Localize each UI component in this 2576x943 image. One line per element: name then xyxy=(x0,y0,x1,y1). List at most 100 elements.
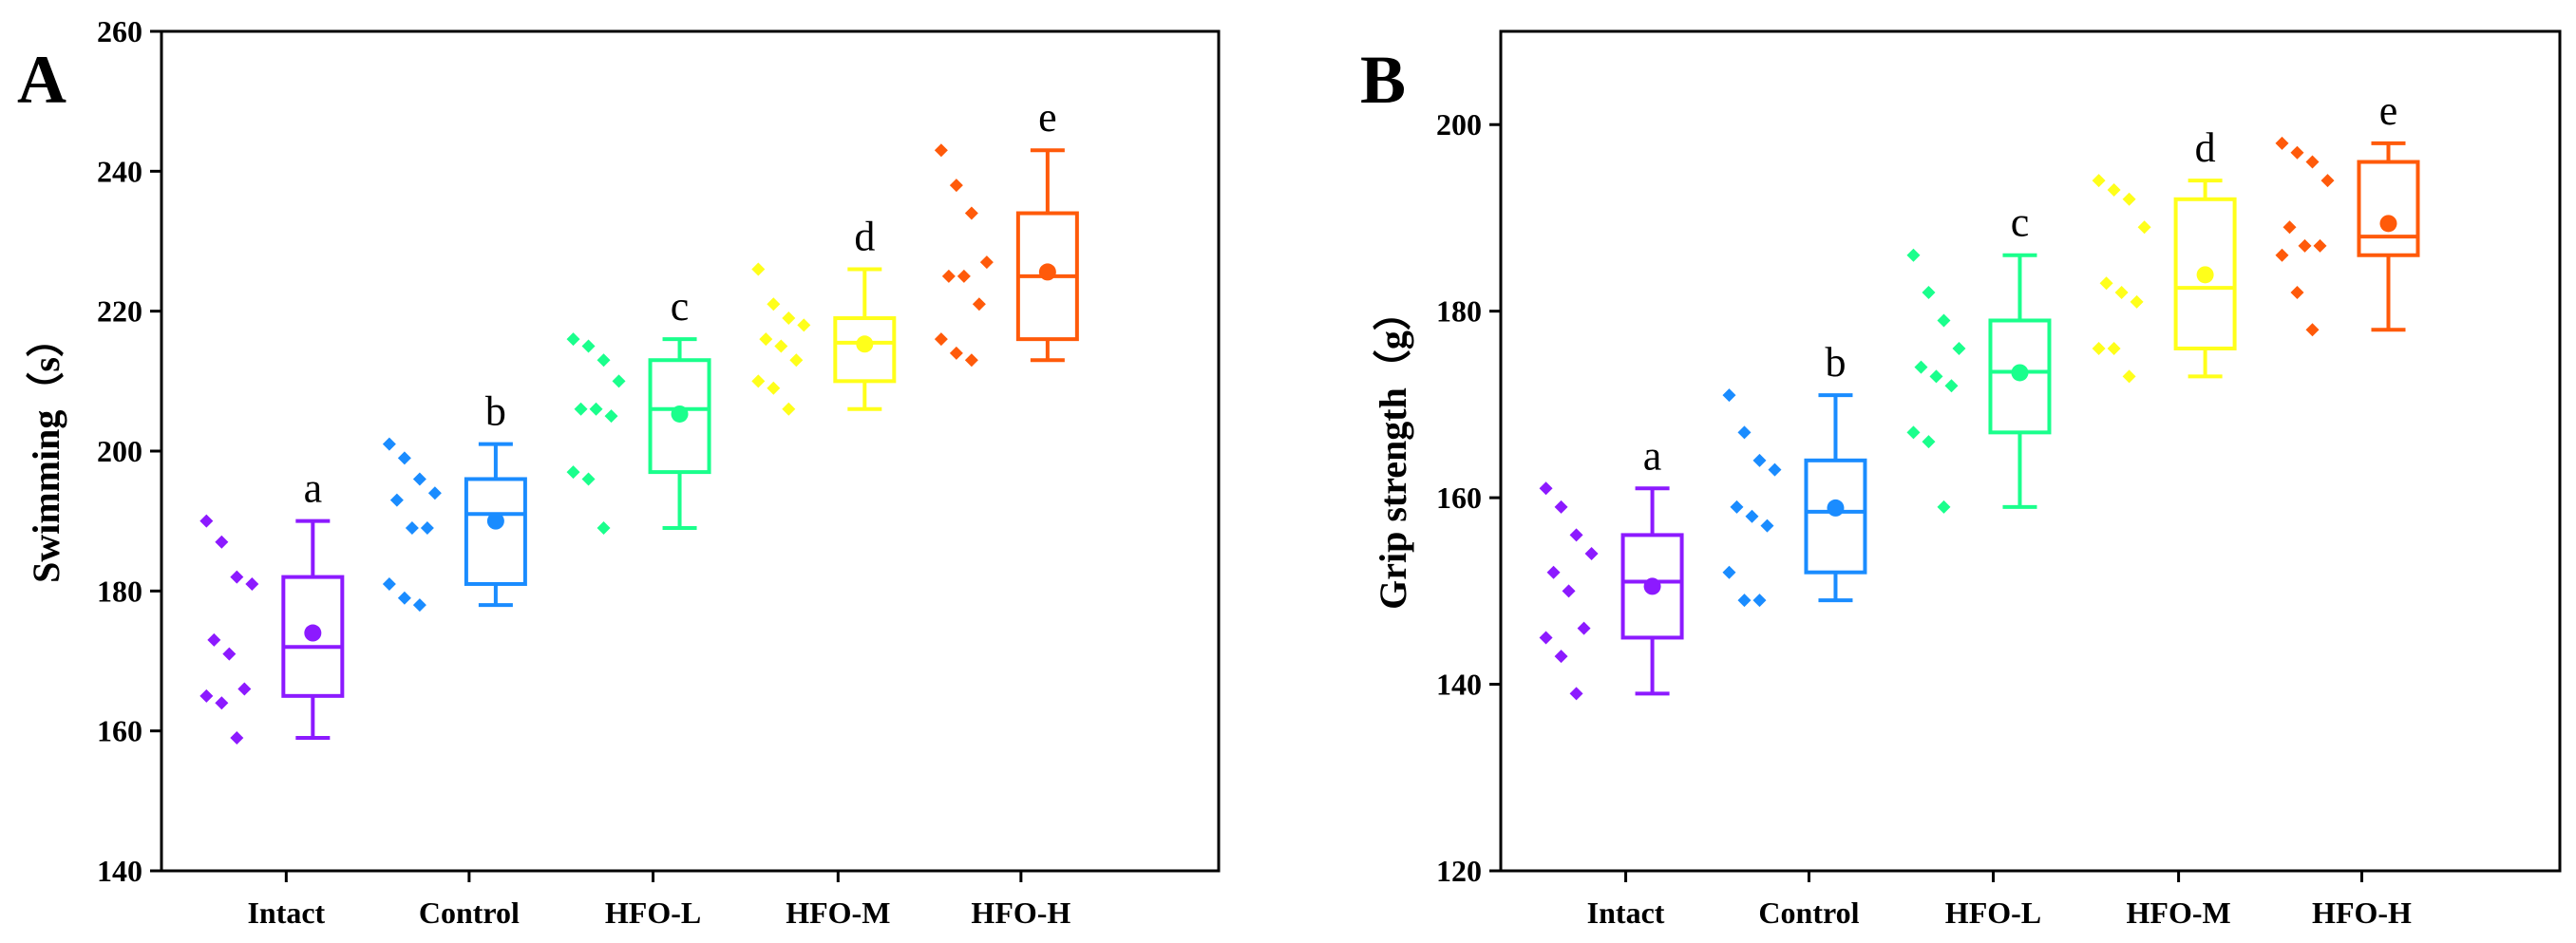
data-point xyxy=(215,535,229,549)
significance-letter: b xyxy=(485,388,506,435)
data-point xyxy=(1737,425,1752,440)
group-control: Control b xyxy=(382,388,527,930)
x-tick-label: Intact xyxy=(1587,896,1665,930)
panel-letter: A xyxy=(17,42,66,118)
data-point xyxy=(2305,323,2320,337)
data-point xyxy=(1745,509,1759,523)
data-point xyxy=(2130,294,2144,309)
data-point xyxy=(2107,182,2121,197)
data-point xyxy=(2122,369,2136,384)
data-point xyxy=(1760,519,1774,533)
data-point xyxy=(1906,248,1921,262)
data-point xyxy=(2305,155,2320,169)
data-point xyxy=(1539,481,1553,496)
plot-frame xyxy=(1499,29,2562,873)
x-tick-label: HFO-L xyxy=(1945,896,2041,930)
data-point xyxy=(1722,388,1736,403)
data-point xyxy=(1922,435,1936,449)
data-point xyxy=(199,514,214,528)
data-point xyxy=(2122,192,2136,206)
y-tick-label: 200 xyxy=(97,434,142,468)
iqr-box xyxy=(1804,458,1867,575)
data-point xyxy=(574,402,588,416)
data-point xyxy=(405,521,419,536)
data-point xyxy=(2290,145,2304,160)
data-point xyxy=(199,688,214,703)
data-point xyxy=(1562,584,1576,598)
data-point xyxy=(412,598,426,613)
data-point xyxy=(949,346,963,360)
data-point xyxy=(1752,453,1767,467)
data-point xyxy=(2298,238,2312,253)
mean-marker xyxy=(671,405,689,423)
x-tick-label: Control xyxy=(419,896,520,930)
data-point xyxy=(230,570,244,584)
data-point xyxy=(1737,594,1752,608)
data-point xyxy=(1577,621,1591,635)
data-point xyxy=(2275,136,2289,150)
data-point xyxy=(612,374,626,388)
group-hfo-h: HFO-H e xyxy=(2275,87,2420,930)
significance-letter: c xyxy=(671,283,690,330)
iqr-box xyxy=(1988,318,2052,435)
data-point xyxy=(751,374,766,388)
data-point xyxy=(420,521,434,536)
data-point xyxy=(1546,565,1561,579)
x-tick-label: HFO-H xyxy=(2312,896,2412,930)
significance-letter: b xyxy=(1825,339,1846,386)
y-tick-label: 220 xyxy=(97,294,142,329)
y-axis-label: Grip strength（g） xyxy=(1372,292,1414,610)
data-point xyxy=(604,409,618,424)
group-hfo-m: HFO-M d xyxy=(2092,124,2237,930)
data-point xyxy=(751,262,766,276)
data-point xyxy=(1922,286,1936,300)
data-point xyxy=(1944,379,1959,393)
data-point xyxy=(397,451,411,465)
data-point xyxy=(1569,687,1583,701)
iqr-box xyxy=(2173,197,2237,350)
mean-marker xyxy=(2379,215,2397,233)
data-point xyxy=(1937,313,1951,328)
data-point xyxy=(427,486,442,500)
data-point xyxy=(2107,341,2121,355)
data-point xyxy=(782,311,796,326)
group-intact: Intact a xyxy=(1539,432,1684,930)
group-intact: Intact a xyxy=(199,465,345,930)
data-point xyxy=(207,632,221,647)
data-point xyxy=(2114,286,2129,300)
significance-letter: d xyxy=(854,213,875,259)
group-control: Control b xyxy=(1722,339,1867,930)
data-point xyxy=(222,647,237,661)
mean-marker xyxy=(1038,263,1056,281)
x-tick-label: HFO-H xyxy=(971,896,1070,930)
data-point xyxy=(789,353,804,368)
group-hfo-l: HFO-L c xyxy=(1906,199,2052,930)
group-hfo-m: HFO-M d xyxy=(751,213,897,930)
mean-marker xyxy=(856,335,874,353)
data-point xyxy=(230,731,244,745)
data-point xyxy=(949,179,963,193)
data-point xyxy=(589,402,603,416)
y-tick-label: 180 xyxy=(1436,294,1482,329)
data-point xyxy=(597,353,611,368)
data-point xyxy=(412,472,426,486)
data-point xyxy=(566,332,580,347)
data-point xyxy=(1952,341,1966,355)
data-point xyxy=(215,696,229,710)
data-point xyxy=(566,465,580,480)
y-tick-label: 200 xyxy=(1436,107,1482,141)
data-point xyxy=(1752,594,1767,608)
data-point xyxy=(767,381,781,395)
data-point xyxy=(2282,220,2297,235)
plot-frame xyxy=(160,29,1221,873)
iqr-box xyxy=(1620,533,1684,640)
panel-a: A Swimming（s） 140 160 180 200 220 240 260 Intact a… xyxy=(17,14,1221,930)
data-point xyxy=(782,402,796,416)
y-tick-label: 120 xyxy=(1436,854,1482,888)
data-point xyxy=(389,493,404,507)
x-tick-label: HFO-M xyxy=(2127,896,2231,930)
x-tick-label: Control xyxy=(1758,896,1859,930)
data-point xyxy=(1730,500,1744,514)
data-point xyxy=(767,297,781,311)
data-point xyxy=(2320,174,2335,188)
